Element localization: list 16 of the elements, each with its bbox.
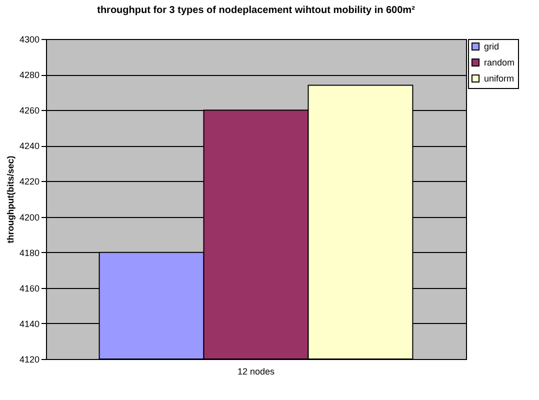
y-tick-label: 4220 <box>19 176 40 187</box>
y-tick-label: 4180 <box>19 248 40 258</box>
y-tick-label: 4260 <box>19 106 40 116</box>
y-tick-label: 4280 <box>19 70 40 80</box>
legend-label: grid <box>484 42 500 52</box>
y-tick-label: 4120 <box>19 354 40 364</box>
legend-label: random <box>484 58 515 68</box>
y-tick-label: 4300 <box>19 34 40 44</box>
y-tick-label: 4160 <box>19 283 40 294</box>
y-axis-title: throughput(bits/sec) <box>5 156 16 244</box>
y-tick-label: 4200 <box>19 212 40 222</box>
chart-title: throughput for 3 types of nodeplacement wihtout mobility in 600m² <box>97 5 416 16</box>
y-tick-label: 4140 <box>19 318 40 329</box>
legend-label: uniform <box>484 74 514 84</box>
x-tick-label: 12 nodes <box>237 366 276 376</box>
y-tick-label: 4240 <box>19 141 40 152</box>
